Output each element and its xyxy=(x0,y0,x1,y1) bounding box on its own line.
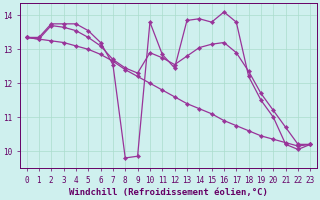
X-axis label: Windchill (Refroidissement éolien,°C): Windchill (Refroidissement éolien,°C) xyxy=(69,188,268,197)
